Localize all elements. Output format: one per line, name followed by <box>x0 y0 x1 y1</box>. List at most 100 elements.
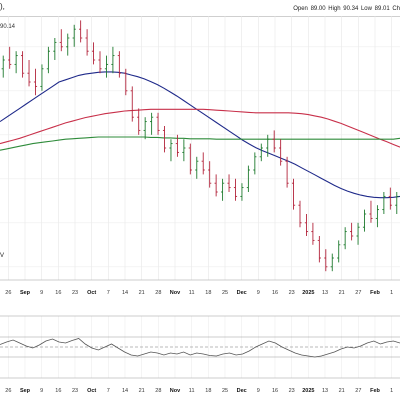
candle <box>317 236 321 263</box>
candle <box>20 51 25 78</box>
candle <box>124 68 128 96</box>
x-tick-label: 21 <box>339 290 345 296</box>
x-tick-label: 9 <box>257 290 260 296</box>
grid-lines <box>0 16 400 379</box>
x-tick-label: 13 <box>322 388 328 394</box>
candle <box>356 222 360 245</box>
moving-average-line-3 <box>0 136 400 151</box>
candle <box>201 152 205 175</box>
x-tick-label: 26 <box>5 290 11 296</box>
x-tick-label: 16 <box>55 388 61 394</box>
candle <box>291 178 296 210</box>
candle <box>53 38 57 60</box>
x-tick-label: 23 <box>289 290 295 296</box>
candle <box>66 33 70 56</box>
x-tick-label: 2025 <box>302 388 314 394</box>
candle <box>169 139 173 162</box>
candle <box>104 55 109 78</box>
volume-label: V <box>0 253 5 259</box>
x-tick-label: Oct <box>87 290 96 296</box>
open-label: Open <box>293 6 308 12</box>
x-tick-label: 27 <box>355 290 361 296</box>
x-tick-label: 21 <box>339 388 345 394</box>
oscillator-panel[interactable] <box>0 336 400 358</box>
chart-header: ), Open 89.00 High 90.34 Low 89.01 Ch <box>0 0 400 17</box>
x-tick-label: Feb <box>370 388 380 394</box>
candle <box>343 227 347 250</box>
last-price-label: 90.14 <box>0 24 16 30</box>
x-tick-label: 1 <box>390 290 393 296</box>
candle <box>220 178 225 201</box>
candle <box>253 152 257 175</box>
x-tick-label: 9 <box>40 388 43 394</box>
candle <box>227 174 231 192</box>
high-value: 90.34 <box>343 6 359 12</box>
x-tick-label: 1 <box>390 388 393 394</box>
candle <box>272 130 276 153</box>
candle <box>362 209 367 232</box>
candle <box>130 86 134 122</box>
candle <box>208 161 212 188</box>
x-tick-label: 7 <box>107 290 110 296</box>
date-axis: 26 26 Sep Sep 9 9 16 16 23 23 Oct Oct 7 7 14 14 21 21 28 28… <box>5 290 393 394</box>
moving-average-line-2 <box>0 108 400 148</box>
candle <box>182 139 186 162</box>
candle <box>46 46 50 74</box>
candle <box>382 192 386 214</box>
ohlc-readout: Open 89.00 High 90.34 Low 89.01 Ch <box>292 6 400 12</box>
x-tick-label: Sep <box>20 290 31 296</box>
x-tick-label: Sep <box>20 388 31 394</box>
candle <box>91 42 96 65</box>
candle <box>72 24 76 47</box>
candle <box>98 51 102 74</box>
x-tick-label: 11 <box>189 388 195 394</box>
candle <box>162 126 167 153</box>
low-value: 89.01 <box>374 6 390 12</box>
candle <box>8 46 12 69</box>
x-tick-label: 25 <box>222 388 228 394</box>
candle <box>388 187 392 210</box>
candle <box>79 20 83 43</box>
x-tick-label: Dec <box>237 290 247 296</box>
candle <box>175 134 180 157</box>
x-tick-label: 16 <box>272 290 278 296</box>
x-tick-label: 21 <box>139 388 145 394</box>
candle <box>259 143 263 162</box>
candle <box>27 60 31 87</box>
open-value: 89.00 <box>310 6 326 12</box>
candle <box>311 222 315 245</box>
candle <box>324 249 328 272</box>
x-tick-label: 27 <box>355 388 361 394</box>
x-tick-label: 9 <box>40 290 43 296</box>
candle <box>298 200 302 228</box>
x-tick-label: 23 <box>72 290 78 296</box>
x-tick-label: 14 <box>122 290 128 296</box>
candle <box>240 183 244 201</box>
candlesticks <box>1 20 399 272</box>
candle <box>195 156 199 179</box>
x-tick-label: 23 <box>72 388 78 394</box>
candle <box>246 165 250 192</box>
candle <box>111 46 115 74</box>
x-tick-label: Nov <box>170 388 181 394</box>
candle <box>266 134 270 157</box>
x-tick-label: 18 <box>205 388 211 394</box>
candle <box>143 117 147 140</box>
x-tick-label: 23 <box>289 388 295 394</box>
candle <box>330 253 334 272</box>
x-tick-label: 18 <box>205 290 211 296</box>
candle <box>150 112 154 135</box>
candle <box>117 51 121 78</box>
candle <box>304 214 309 236</box>
x-tick-label: 11 <box>189 290 195 296</box>
candle <box>279 139 283 166</box>
candle <box>350 222 354 241</box>
candle <box>14 51 18 74</box>
low-label: Low <box>360 6 372 12</box>
x-tick-label: 28 <box>155 290 161 296</box>
candle <box>59 29 63 52</box>
moving-average-line-1 <box>0 71 400 199</box>
x-tick-label: 9 <box>257 388 260 394</box>
candle <box>1 55 5 78</box>
